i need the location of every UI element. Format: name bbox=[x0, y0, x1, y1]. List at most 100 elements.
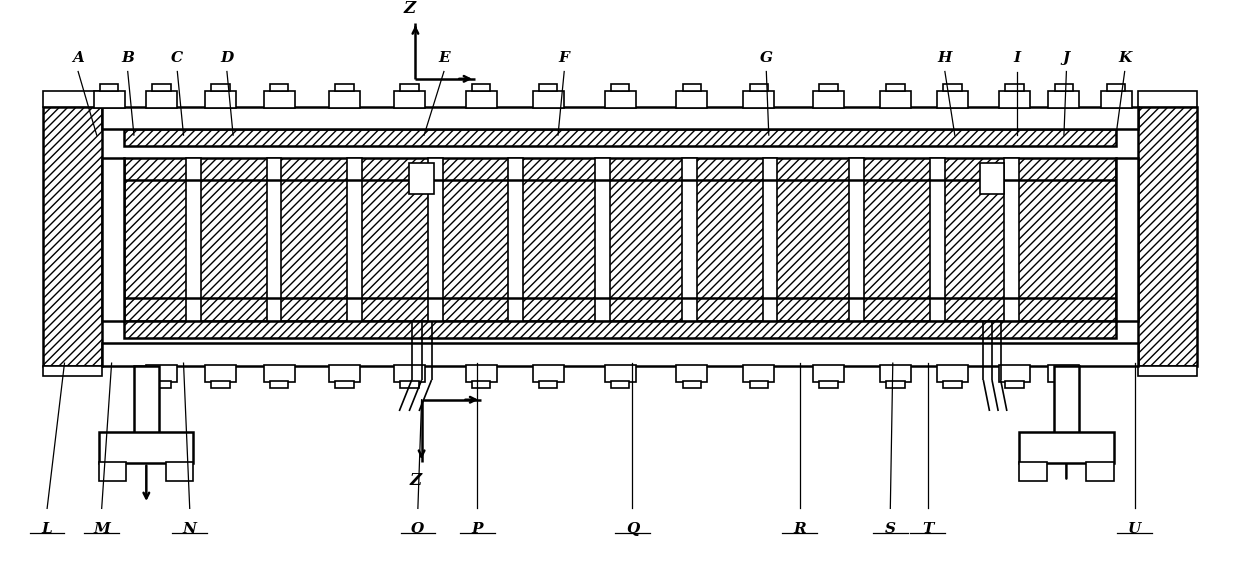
Bar bbox=[330, 91, 361, 108]
Bar bbox=[99, 83, 118, 91]
Bar bbox=[677, 91, 707, 108]
Bar bbox=[999, 91, 1029, 108]
Bar bbox=[270, 381, 288, 388]
Bar bbox=[683, 381, 702, 388]
Bar bbox=[885, 381, 905, 388]
Text: J: J bbox=[1063, 51, 1070, 65]
Bar bbox=[1055, 381, 1074, 388]
Bar bbox=[937, 91, 968, 108]
Bar bbox=[263, 365, 295, 382]
Bar bbox=[211, 381, 231, 388]
Bar bbox=[99, 462, 126, 481]
Bar bbox=[1019, 432, 1114, 463]
Bar bbox=[335, 83, 355, 91]
Text: K: K bbox=[1118, 51, 1131, 65]
Bar bbox=[166, 462, 193, 481]
Text: Z: Z bbox=[403, 0, 415, 17]
Text: U: U bbox=[1128, 522, 1141, 537]
Bar bbox=[595, 158, 610, 321]
Bar bbox=[124, 158, 1116, 321]
Bar bbox=[533, 91, 563, 108]
Bar bbox=[186, 158, 201, 321]
Bar bbox=[1138, 91, 1197, 107]
Text: G: G bbox=[760, 51, 773, 65]
Bar bbox=[930, 158, 945, 321]
Bar bbox=[683, 83, 702, 91]
Bar bbox=[205, 365, 236, 382]
Bar bbox=[151, 83, 171, 91]
Bar bbox=[1055, 83, 1074, 91]
Bar bbox=[749, 83, 769, 91]
Text: N: N bbox=[182, 522, 197, 537]
Bar bbox=[849, 158, 864, 321]
Bar bbox=[428, 158, 443, 321]
Bar bbox=[749, 381, 769, 388]
Text: L: L bbox=[42, 522, 52, 537]
Bar bbox=[682, 158, 697, 321]
Bar bbox=[820, 83, 838, 91]
Text: A: A bbox=[72, 51, 84, 65]
Bar bbox=[508, 158, 523, 321]
Text: E: E bbox=[438, 51, 450, 65]
Bar bbox=[744, 91, 774, 108]
Text: P: P bbox=[471, 522, 484, 537]
Bar bbox=[99, 432, 193, 463]
Bar bbox=[394, 91, 424, 108]
Bar bbox=[124, 321, 1116, 338]
Text: F: F bbox=[559, 51, 569, 65]
Bar bbox=[466, 91, 496, 108]
Bar bbox=[611, 83, 629, 91]
Text: Z: Z bbox=[409, 472, 422, 489]
Bar bbox=[205, 91, 236, 108]
Bar bbox=[813, 365, 843, 382]
Bar bbox=[605, 91, 635, 108]
Bar bbox=[1004, 381, 1024, 388]
Text: T: T bbox=[921, 522, 934, 537]
Bar bbox=[1054, 366, 1079, 434]
Bar bbox=[211, 83, 231, 91]
Text: C: C bbox=[171, 51, 184, 65]
Bar bbox=[944, 83, 962, 91]
Bar bbox=[399, 381, 419, 388]
Text: I: I bbox=[1013, 51, 1021, 65]
Bar bbox=[1138, 107, 1197, 366]
Bar bbox=[611, 381, 629, 388]
Bar bbox=[538, 83, 558, 91]
Bar bbox=[1049, 365, 1079, 382]
Bar bbox=[944, 381, 962, 388]
Bar bbox=[533, 365, 563, 382]
Text: O: O bbox=[412, 522, 424, 537]
Bar bbox=[1107, 83, 1126, 91]
Bar bbox=[394, 365, 424, 382]
Bar bbox=[1049, 91, 1079, 108]
Bar bbox=[134, 366, 159, 434]
Bar bbox=[335, 381, 355, 388]
Bar bbox=[43, 366, 102, 376]
Bar bbox=[471, 381, 491, 388]
Bar bbox=[146, 365, 177, 382]
Bar bbox=[538, 381, 558, 388]
Bar bbox=[937, 365, 968, 382]
Text: D: D bbox=[221, 51, 233, 65]
Bar bbox=[880, 365, 910, 382]
Bar bbox=[885, 83, 905, 91]
Bar bbox=[102, 158, 124, 321]
Text: S: S bbox=[885, 522, 895, 537]
Bar bbox=[1004, 83, 1024, 91]
Bar bbox=[744, 365, 774, 382]
Bar bbox=[1004, 158, 1019, 321]
Bar bbox=[999, 365, 1029, 382]
Bar bbox=[124, 129, 1116, 146]
Bar bbox=[1116, 158, 1138, 321]
Bar bbox=[330, 365, 361, 382]
Bar bbox=[267, 158, 281, 321]
Bar bbox=[1101, 91, 1131, 108]
Text: B: B bbox=[122, 51, 134, 65]
Bar bbox=[605, 365, 635, 382]
Bar bbox=[347, 158, 362, 321]
Bar bbox=[146, 91, 177, 108]
Bar bbox=[880, 91, 910, 108]
Bar bbox=[409, 163, 434, 194]
Bar bbox=[43, 91, 102, 107]
Bar bbox=[980, 163, 1004, 194]
